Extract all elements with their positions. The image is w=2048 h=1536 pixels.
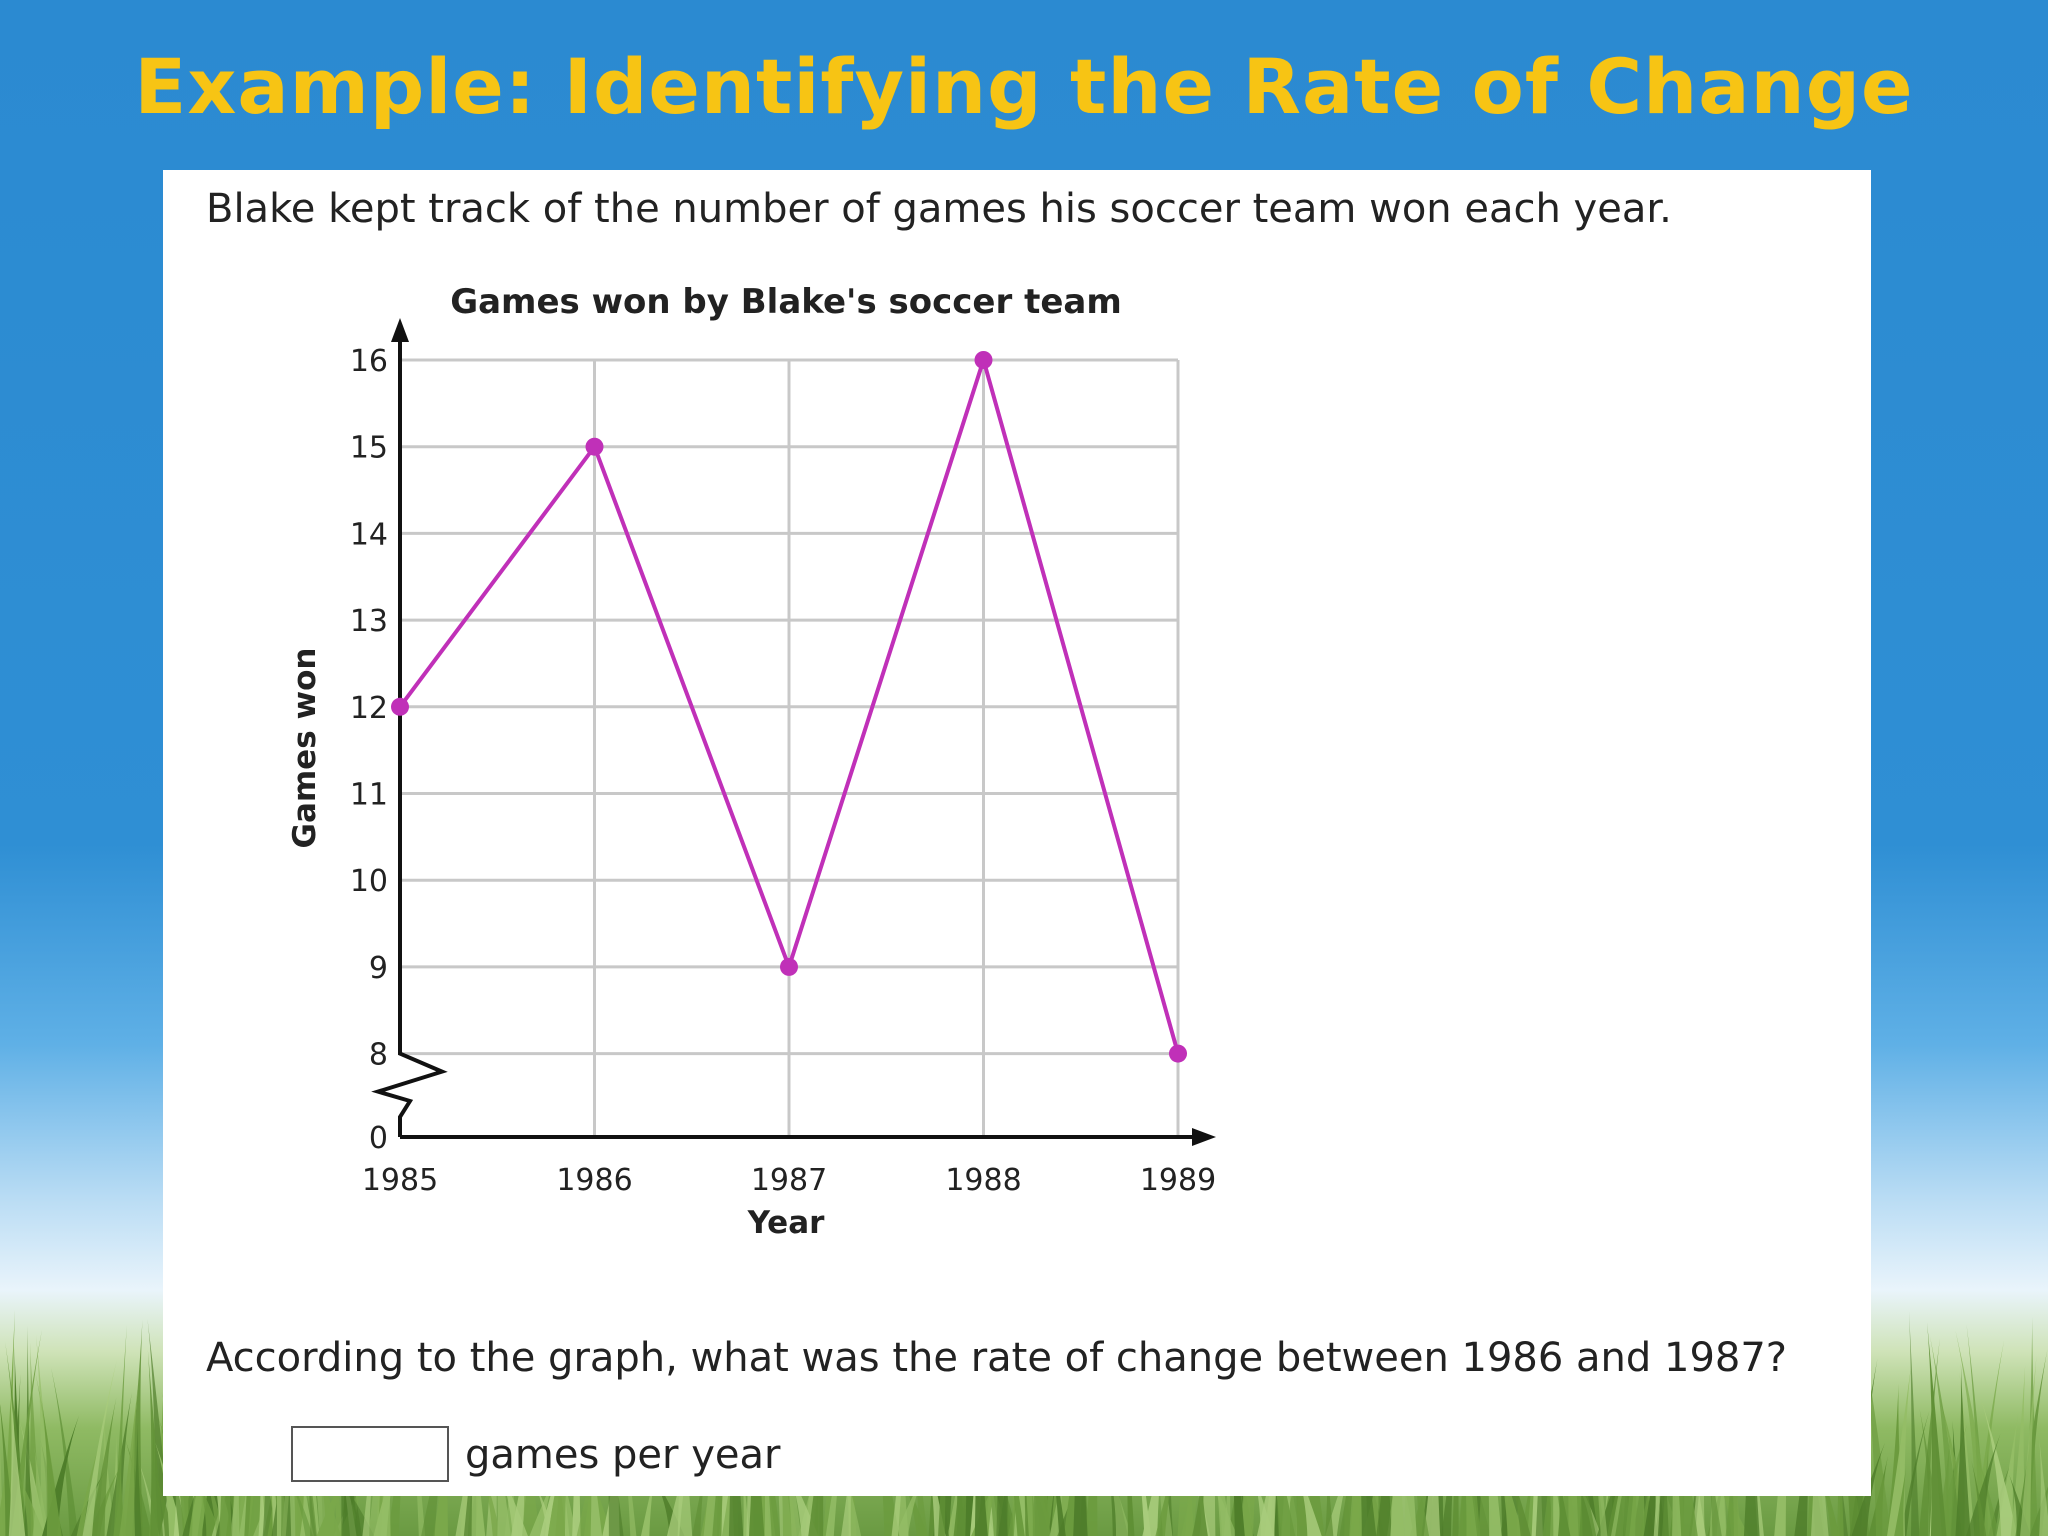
grass-blade (1894, 1467, 1907, 1536)
grass-blade (131, 1422, 142, 1536)
grass-blade (1428, 1380, 1448, 1536)
grass-blade (32, 1447, 50, 1536)
y-tick-label: 11 (350, 778, 388, 813)
grass-blade (76, 1443, 100, 1536)
grass-blade (50, 1367, 79, 1536)
grass-blade (1542, 1417, 1557, 1536)
y-tick-label: 8 (369, 1038, 388, 1073)
x-axis-arrow (1192, 1128, 1216, 1146)
grass-blade (1577, 1442, 1597, 1536)
grass-blade (520, 1378, 540, 1536)
grass-blade (1325, 1460, 1334, 1536)
x-axis-label: Year (747, 1205, 826, 1241)
grass-blade (1918, 1338, 1940, 1536)
y-tick-label: 0 (369, 1121, 388, 1156)
grass-blade (576, 1454, 594, 1536)
grass-blade (119, 1384, 138, 1536)
y-tick-label: 13 (350, 604, 388, 639)
y-tick-label: 12 (350, 691, 388, 726)
grass-blade (1643, 1442, 1657, 1536)
answer-input[interactable] (291, 1426, 449, 1482)
grass-blade (284, 1466, 313, 1536)
grass-blade (998, 1451, 1011, 1536)
x-tick-label: 1985 (362, 1163, 438, 1198)
data-point (780, 957, 798, 976)
grass-blade (1908, 1311, 1920, 1536)
chart-title: Games won by Blake's soccer team (450, 282, 1122, 322)
grass-blade (1955, 1363, 1971, 1536)
problem-question: According to the graph, what was the rat… (206, 1335, 1788, 1381)
data-point (974, 351, 993, 369)
line-chart: Games won by Blake's soccer team 0 8 9 10 11 1… (287, 282, 1216, 1241)
y-tick-label: 15 (350, 431, 388, 466)
y-axis-label: Games won (287, 648, 323, 849)
y-axis-arrow (391, 318, 409, 342)
y-tick-label: 16 (350, 344, 388, 379)
grass-blade (1959, 1372, 1975, 1536)
answer-unit-label: games per year (465, 1432, 781, 1478)
data-point (391, 697, 409, 716)
grass-blade (1971, 1460, 1987, 1536)
grass-blade (1966, 1433, 2001, 1536)
grass-blade (1691, 1405, 1707, 1536)
problem-card: Blake kept track of the number of games … (163, 170, 1871, 1496)
grass-blade (82, 1359, 117, 1536)
grass-blade (433, 1409, 452, 1536)
slide-title: Example: Identifying the Rate of Change (134, 42, 1914, 131)
grass-blade (1653, 1418, 1661, 1536)
grass-blade (808, 1363, 831, 1536)
problem-intro: Blake kept track of the number of games … (206, 186, 1672, 232)
grass-blade (2020, 1355, 2037, 1536)
grass-blade (1996, 1413, 2019, 1536)
grass-blade (1887, 1364, 1912, 1536)
grass-blade (89, 1397, 117, 1536)
grass-blade (1192, 1469, 1208, 1536)
grass-blade (147, 1350, 164, 1536)
grass-blade (41, 1399, 62, 1536)
y-axis (371, 330, 448, 1137)
grass-blade (1361, 1463, 1382, 1536)
grass-blade (841, 1439, 855, 1536)
y-tick-label: 14 (350, 517, 388, 552)
x-tick-label: 1986 (556, 1163, 632, 1198)
x-tick-label: 1988 (945, 1163, 1021, 1198)
grass-blade (8, 1380, 26, 1536)
grass-blade (1927, 1322, 1947, 1536)
data-point (585, 437, 604, 456)
grass-blade (1980, 1397, 2018, 1536)
y-tick-label: 9 (369, 951, 388, 986)
grass-blade (1929, 1336, 1963, 1536)
x-tick-label: 1987 (751, 1163, 827, 1198)
grass-blade (113, 1325, 127, 1536)
y-tick-label: 10 (350, 864, 388, 899)
grass-blade (2010, 1365, 2026, 1536)
data-point (1169, 1044, 1187, 1063)
x-tick-label: 1989 (1140, 1163, 1216, 1198)
grass-blade (2039, 1438, 2048, 1536)
